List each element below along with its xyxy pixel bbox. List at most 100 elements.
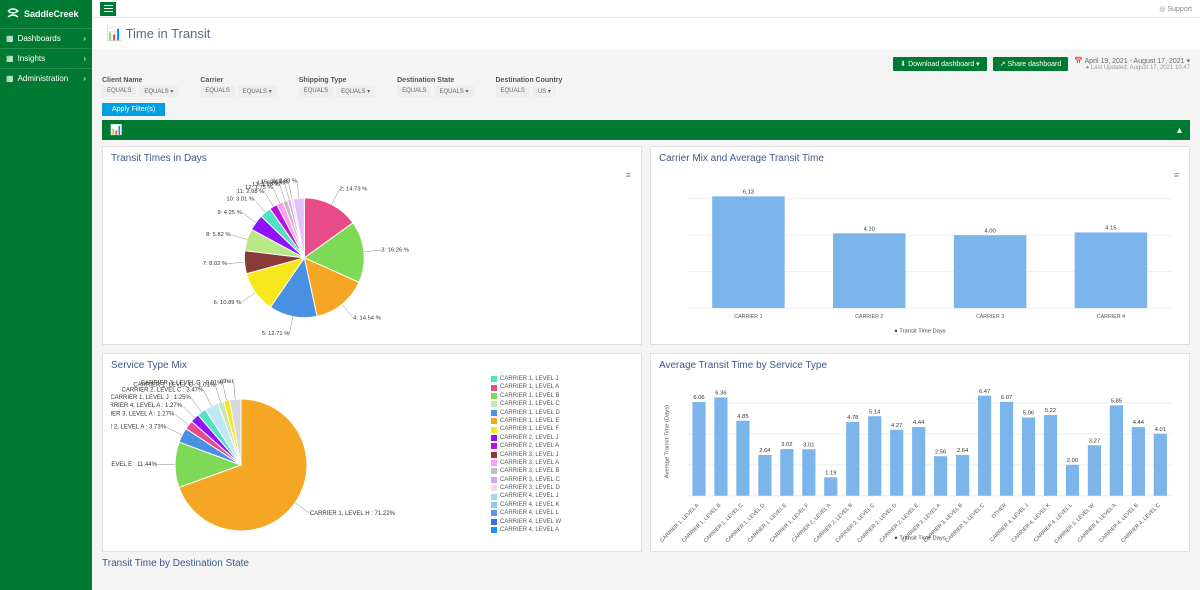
category-label: CARRIER 1, LEVEL E — [747, 502, 789, 544]
bar[interactable] — [934, 456, 947, 496]
legend-item[interactable]: CARRIER 4, LEVEL A — [491, 526, 633, 534]
filter-tag[interactable]: US ▾ — [533, 86, 556, 97]
bar-value-label: 5.22 — [1045, 408, 1056, 414]
bar[interactable] — [1000, 402, 1013, 496]
bar-value-label: 6.06 — [693, 395, 704, 401]
filter-shipping-type: Shipping TypeEQUALSEQUALS ▾ — [299, 77, 375, 97]
bar-value-label: 4.78 — [847, 415, 858, 421]
slice-label: 3: 16.26 % — [381, 248, 409, 254]
bar[interactable] — [1022, 418, 1035, 496]
bar[interactable] — [1075, 232, 1148, 308]
legend-item[interactable]: CARRIER 1, LEVEL J — [491, 375, 633, 383]
slice-label: 1: 2.88 % — [273, 178, 298, 184]
filter-tag[interactable]: EQUALS — [496, 86, 530, 97]
bar[interactable] — [890, 430, 903, 496]
panel-title: Service Type Mix — [111, 360, 633, 371]
filter-tag[interactable]: EQUALS ▾ — [139, 86, 178, 97]
bar[interactable] — [758, 455, 771, 496]
legend-item[interactable]: CARRIER 3, LEVEL B — [491, 467, 633, 475]
legend-item[interactable]: CARRIER 1, LEVEL C — [491, 400, 633, 408]
panel-carrier-mix: Carrier Mix and Average Transit Time ≡ 6… — [650, 146, 1190, 345]
bar[interactable] — [1044, 415, 1057, 496]
bar[interactable] — [692, 402, 705, 496]
bar-value-label: 4.10 — [864, 226, 875, 232]
date-range-picker[interactable]: 📅 April 19, 2021 - August 17, 2021 ▾ — [1074, 57, 1190, 65]
bar[interactable] — [780, 449, 793, 496]
category-label: CARRIER 1, LEVEL D — [725, 502, 767, 544]
filter-tag[interactable]: EQUALS ▾ — [434, 86, 473, 97]
legend-item[interactable]: CARRIER 3, LEVEL J — [491, 451, 633, 459]
filter-tag[interactable]: EQUALS — [102, 86, 136, 97]
legend-item[interactable]: CARRIER 3, LEVEL D — [491, 484, 633, 492]
filter-label: Destination Country — [496, 77, 563, 84]
apply-filters-button[interactable]: Apply Filter(s) — [102, 103, 165, 116]
slice-label: 5: 12.71 % — [262, 331, 290, 337]
chevron-right-icon: › — [83, 34, 86, 43]
legend-item[interactable]: CARRIER 4, LEVEL W — [491, 518, 633, 526]
menu-toggle-button[interactable] — [100, 2, 116, 16]
share-button[interactable]: ↗ Share dashboard — [993, 57, 1069, 71]
bar[interactable] — [714, 397, 727, 495]
support-link[interactable]: ◎ Support — [1159, 5, 1192, 13]
slice-label: other — [220, 379, 234, 385]
category-label: CARRIER 1 — [734, 314, 762, 320]
bar-value-label: 4.01 — [1155, 427, 1166, 433]
panel-menu-icon[interactable]: ≡ — [626, 170, 631, 180]
legend-item[interactable]: CARRIER 1, LEVEL A — [491, 383, 633, 391]
legend-item[interactable]: CARRIER 1, LEVEL E — [491, 417, 633, 425]
filter-tag[interactable]: EQUALS — [299, 86, 333, 97]
filter-client-name: Client Name EQUALSEQUALS ▾ — [102, 77, 178, 97]
category-label: CARRIER 3, LEVEL C — [944, 502, 986, 544]
bar[interactable] — [833, 233, 906, 308]
bar[interactable] — [824, 477, 837, 495]
slice-label: 6: 10.89 % — [214, 300, 242, 306]
legend-item[interactable]: CARRIER 2, LEVEL A — [491, 442, 633, 450]
slice-label: CARRIER 2, LEVEL E : 11.44% — [111, 462, 158, 468]
sidebar-item-dashboards[interactable]: ▦ Dashboards› — [0, 28, 92, 48]
legend-item[interactable]: CARRIER 3, LEVEL C — [491, 476, 633, 484]
bar[interactable] — [802, 449, 815, 496]
legend-item[interactable]: CARRIER 1, LEVEL D — [491, 409, 633, 417]
legend-item[interactable]: CARRIER 2, LEVEL J — [491, 434, 633, 442]
bar[interactable] — [1110, 405, 1123, 495]
legend-item[interactable]: CARRIER 1, LEVEL F — [491, 425, 633, 433]
legend-item[interactable]: CARRIER 4, LEVEL J — [491, 492, 633, 500]
bar[interactable] — [1154, 434, 1167, 496]
bar-value-label: 2.56 — [935, 449, 946, 455]
bar[interactable] — [954, 235, 1027, 308]
slice-label: CARRIER 2, LEVEL A : 3.73% — [111, 425, 167, 431]
legend-item[interactable]: CARRIER 1, LEVEL B — [491, 392, 633, 400]
sidebar-item-administration[interactable]: ▦ Administration› — [0, 68, 92, 88]
bar-value-label: 2.64 — [759, 448, 771, 454]
last-updated-label: ● Last Updated: August 17, 2021 10:47 — [1074, 65, 1190, 71]
bar[interactable] — [1088, 445, 1101, 496]
category-label: CARRIER 4 — [1097, 314, 1125, 320]
download-button[interactable]: ⬇ Download dashboard ▾ — [893, 57, 986, 71]
legend-item[interactable]: CARRIER 3, LEVEL A — [491, 459, 633, 467]
filter-label: Client Name — [102, 77, 178, 84]
section-toggle-bar[interactable]: 📊 ▴ — [102, 120, 1190, 140]
bar[interactable] — [912, 427, 925, 496]
legend-item[interactable]: CARRIER 4, LEVEL K — [491, 501, 633, 509]
panel-menu-icon[interactable]: ≡ — [1174, 170, 1179, 180]
filter-tag[interactable]: EQUALS — [397, 86, 431, 97]
bar[interactable] — [956, 455, 969, 496]
collapse-icon[interactable]: ▴ — [1177, 125, 1182, 136]
bar[interactable] — [712, 196, 785, 308]
filter-tag[interactable]: EQUALS ▾ — [238, 86, 277, 97]
filter-tag[interactable]: EQUALS ▾ — [336, 86, 375, 97]
bar[interactable] — [736, 421, 749, 496]
bar[interactable] — [1132, 427, 1145, 496]
grid-icon: ▦ — [6, 34, 14, 43]
sidebar-item-insights[interactable]: ▦ Insights› — [0, 48, 92, 68]
bar[interactable] — [868, 416, 881, 495]
bar[interactable] — [1066, 465, 1079, 496]
filter-tag[interactable]: EQUALS — [200, 86, 234, 97]
bar[interactable] — [978, 396, 991, 496]
bar-value-label: 3.27 — [1089, 438, 1100, 444]
legend-item[interactable]: CARRIER 4, LEVEL L — [491, 509, 633, 517]
chevron-right-icon: › — [83, 74, 86, 83]
bar[interactable] — [846, 422, 859, 496]
slice-label: CARRIER 4, LEVEL A : 1.27% — [111, 403, 183, 409]
panel-title: Transit Times in Days — [111, 153, 633, 164]
